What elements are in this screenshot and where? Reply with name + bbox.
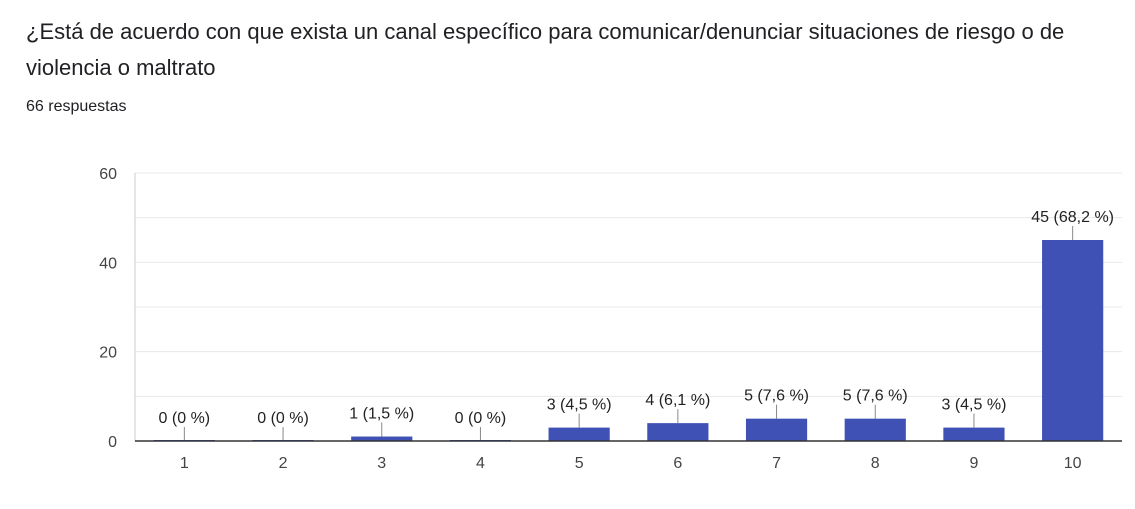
response-count: 66 respuestas <box>26 98 127 115</box>
y-tick-label: 60 <box>99 166 117 183</box>
x-tick-labels: 1 2 3 4 5 6 7 8 9 10 <box>180 455 1082 472</box>
y-tick-label: 40 <box>99 255 117 272</box>
data-label: 0 (0 %) <box>159 410 211 427</box>
bar-10 <box>1042 240 1104 441</box>
data-label: 45 (68,2 %) <box>1031 209 1114 226</box>
question-title: ¿Está de acuerdo con que exista un canal… <box>26 19 1065 80</box>
y-tick-label: 20 <box>99 345 117 362</box>
data-label: 0 (0 %) <box>455 410 507 427</box>
gridlines <box>135 172 1122 397</box>
data-label: 4 (6,1 %) <box>645 392 710 409</box>
y-tick-label: 0 <box>108 434 117 451</box>
x-tick-label: 1 <box>180 455 189 472</box>
axes <box>134 173 1122 442</box>
x-tick-label: 4 <box>476 455 485 472</box>
bar-3 <box>351 436 413 441</box>
data-label: 1 (1,5 %) <box>349 406 414 423</box>
data-label: 5 (7,6 %) <box>744 388 809 405</box>
bar-6 <box>647 423 709 441</box>
bar-7 <box>745 418 808 441</box>
x-tick-label: 3 <box>377 455 386 472</box>
x-tick-label: 6 <box>673 455 682 472</box>
x-tick-label: 10 <box>1064 455 1082 472</box>
x-tick-label: 9 <box>969 455 978 472</box>
x-tick-label: 5 <box>575 455 584 472</box>
data-label: 3 (4,5 %) <box>941 397 1006 414</box>
bar-5 <box>548 427 610 441</box>
x-tick-label: 8 <box>871 455 880 472</box>
x-tick-label: 7 <box>772 455 781 472</box>
x-tick-label: 2 <box>279 455 288 472</box>
y-tick-labels: 0 20 40 60 <box>99 166 117 451</box>
data-label: 3 (4,5 %) <box>547 397 612 414</box>
data-label: 5 (7,6 %) <box>843 388 908 405</box>
bar-9 <box>943 427 1005 441</box>
data-label: 0 (0 %) <box>257 410 309 427</box>
data-labels: 0 (0 %) 0 (0 %) 1 (1,5 %) 0 (0 %) 3 (4,5 %) 4… <box>159 209 1114 427</box>
bar-8 <box>844 418 906 441</box>
leader-lines <box>183 226 1074 440</box>
